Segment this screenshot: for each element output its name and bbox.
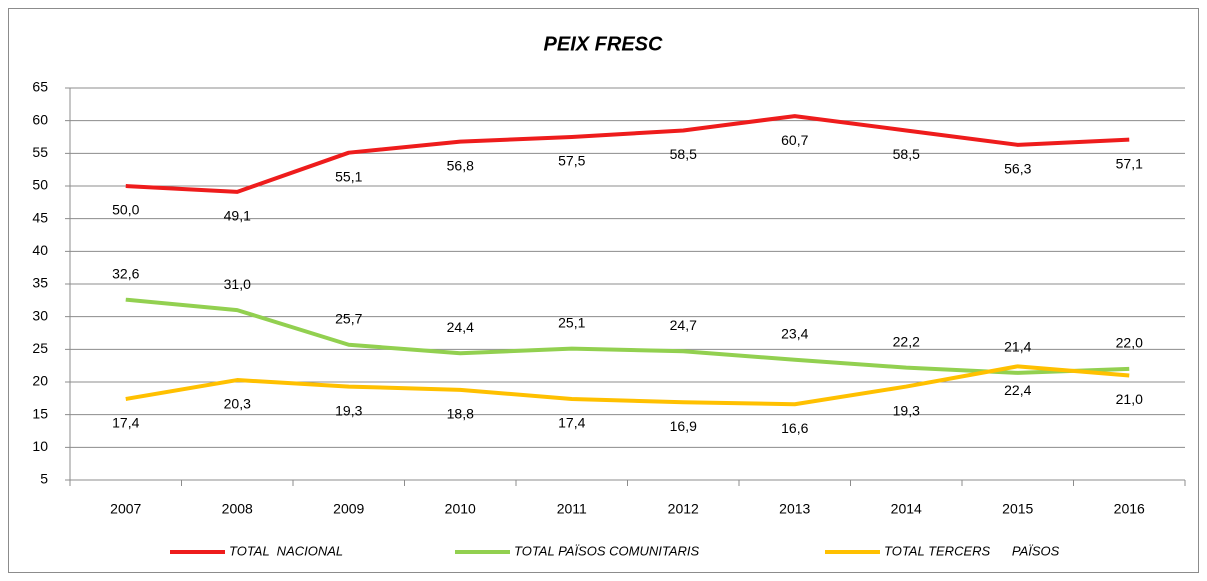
x-tick-label: 2010 xyxy=(445,501,476,517)
data-label: 58,5 xyxy=(670,146,697,162)
y-tick-label: 60 xyxy=(32,111,48,127)
y-tick-label: 30 xyxy=(32,307,48,323)
data-label: 17,4 xyxy=(558,415,585,431)
y-tick-label: 20 xyxy=(32,373,48,389)
data-label: 18,8 xyxy=(447,406,474,422)
legend-label: TOTAL PAÏSOS COMUNITARIS xyxy=(514,543,699,558)
data-label: 24,4 xyxy=(447,319,474,335)
data-label: 23,4 xyxy=(781,325,808,341)
data-label: 57,1 xyxy=(1116,155,1143,171)
x-tick-label: 2008 xyxy=(222,501,253,517)
x-tick-label: 2016 xyxy=(1114,501,1145,517)
data-label: 22,4 xyxy=(1004,382,1031,398)
data-label: 49,1 xyxy=(224,208,251,224)
series-line xyxy=(125,364,1130,407)
chart-border xyxy=(8,8,1199,573)
data-label: 57,5 xyxy=(558,153,585,169)
data-label: 50,0 xyxy=(112,202,139,218)
data-label: 17,4 xyxy=(112,415,139,431)
legend-label: TOTAL TERCERS PAÏSOS xyxy=(884,543,1060,558)
data-label: 32,6 xyxy=(112,265,139,281)
y-tick-label: 65 xyxy=(32,79,48,95)
y-tick-label: 35 xyxy=(32,275,48,291)
data-label: 55,1 xyxy=(335,168,362,184)
data-label: 16,6 xyxy=(781,420,808,436)
legend-label: TOTAL NACIONAL xyxy=(229,543,343,558)
data-label: 19,3 xyxy=(893,402,920,418)
data-label: 21,4 xyxy=(1004,339,1031,355)
data-label: 19,3 xyxy=(335,402,362,418)
y-tick-label: 25 xyxy=(32,340,48,356)
y-tick-label: 40 xyxy=(32,242,48,258)
y-tick-label: 10 xyxy=(32,438,48,454)
data-label: 22,2 xyxy=(893,333,920,349)
y-tick-label: 5 xyxy=(40,471,48,487)
y-tick-label: 55 xyxy=(32,144,48,160)
data-label: 25,1 xyxy=(558,314,585,330)
y-tick-label: 50 xyxy=(32,177,48,193)
data-label: 16,9 xyxy=(670,418,697,434)
x-tick-label: 2013 xyxy=(779,501,810,517)
data-label: 20,3 xyxy=(224,396,251,412)
y-tick-label: 45 xyxy=(32,209,48,225)
x-tick-label: 2012 xyxy=(668,501,699,517)
data-label: 25,7 xyxy=(335,310,362,326)
data-label: 56,3 xyxy=(1004,161,1031,177)
data-label: 56,8 xyxy=(447,157,474,173)
x-tick-label: 2007 xyxy=(110,501,141,517)
data-label: 31,0 xyxy=(224,276,251,292)
x-tick-label: 2015 xyxy=(1002,501,1033,517)
x-tick-label: 2009 xyxy=(333,501,364,517)
chart-title: PEIX FRESC xyxy=(544,33,663,55)
data-label: 60,7 xyxy=(781,132,808,148)
series-line xyxy=(125,114,1130,194)
series-line xyxy=(125,297,1130,375)
data-label: 22,0 xyxy=(1116,335,1143,351)
data-label: 24,7 xyxy=(670,317,697,333)
y-tick-label: 15 xyxy=(32,405,48,421)
x-tick-label: 2014 xyxy=(891,501,922,517)
data-label: 58,5 xyxy=(893,146,920,162)
x-tick-label: 2011 xyxy=(557,501,587,517)
data-label: 21,0 xyxy=(1116,391,1143,407)
